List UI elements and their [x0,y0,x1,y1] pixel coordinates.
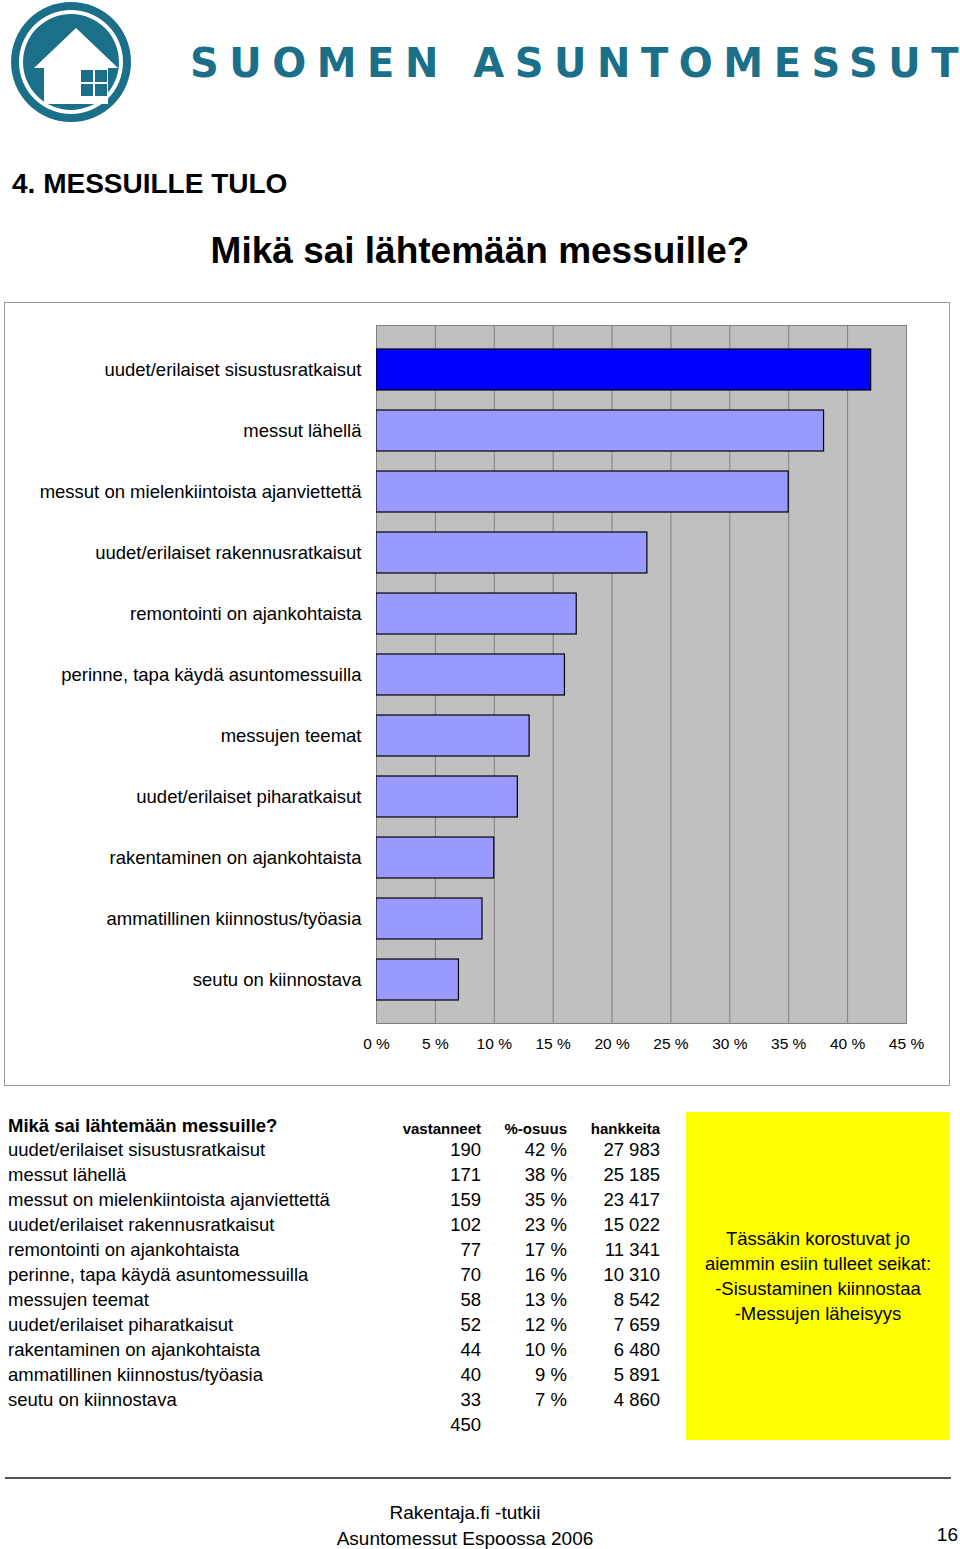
html-text:-Messujen läheisyys: -Messujen läheisyys [734,1303,902,1324]
html-text:10 %: 10 % [524,1338,567,1360]
html-text:ammatillinen kiinnostus/työasi: ammatillinen kiinnostus/työasia [8,1363,263,1385]
html-text:12 %: 12 % [524,1313,567,1335]
html-text:35 %: 35 % [524,1188,567,1210]
html-text:16 %: 16 % [524,1263,567,1285]
svg-text:rakentaminen on ajankohtaista: rakentaminen on ajankohtaista [110,847,363,868]
html-text:171: 171 [450,1163,481,1185]
html-text:Mikä sai lähtemään messuille?: Mikä sai lähtemään messuille? [8,1115,278,1136]
html-text:5 891: 5 891 [613,1363,660,1385]
svg-text:ammatillinen kiinnostus/työasi: ammatillinen kiinnostus/työasia [106,908,362,929]
html-text:70: 70 [460,1263,481,1285]
html-text:13 %: 13 % [524,1288,567,1310]
svg-text:20 %: 20 % [594,1035,630,1052]
html-text:40: 40 [460,1363,481,1385]
svg-text:seutu on kiinnostava: seutu on kiinnostava [193,969,362,990]
svg-text:25 %: 25 % [653,1035,689,1052]
html-text:7 659: 7 659 [613,1313,660,1335]
svg-text:remontointi on ajankohtaista: remontointi on ajankohtaista [130,603,362,624]
html-text:messujen teemat: messujen teemat [8,1288,149,1310]
svg-text:messut on mielenkiintoista aja: messut on mielenkiintoista ajanviettettä [40,481,363,502]
svg-text:40 %: 40 % [830,1035,866,1052]
html-text:%-osuus: %-osuus [504,1120,567,1137]
html-text:uudet/erilaiset sisustusratkai: uudet/erilaiset sisustusratkaisut [8,1138,266,1160]
html-text:58: 58 [460,1288,481,1310]
html-text:4 860: 4 860 [613,1388,660,1410]
html-text:52: 52 [460,1313,481,1335]
html-text:11 341: 11 341 [604,1238,660,1260]
html-text:23 %: 23 % [524,1213,567,1235]
html-text:7 %: 7 % [535,1388,567,1410]
html-text:Rakentaja.fi -tutkii: Rakentaja.fi -tutkii [389,1502,541,1523]
svg-text:0 %: 0 % [363,1035,390,1052]
html-text:remontointi on ajankohtaista: remontointi on ajankohtaista [8,1238,240,1260]
html-text:perinne, tapa käydä asuntomess: perinne, tapa käydä asuntomessuilla [8,1263,309,1285]
svg-text:35 %: 35 % [771,1035,807,1052]
html-text:Asuntomessut Espoossa 2006: Asuntomessut Espoossa 2006 [336,1528,594,1549]
html-text:hankkeita: hankkeita [590,1120,660,1137]
html-text:-Sisustaminen kiinnostaa: -Sisustaminen kiinnostaa [715,1278,921,1299]
svg-text:10 %: 10 % [477,1035,513,1052]
html-text:uudet/erilaiset piharatkaisut: uudet/erilaiset piharatkaisut [8,1313,234,1335]
html-text:17 %: 17 % [524,1238,567,1260]
html-text:messut on mielenkiintoista aja: messut on mielenkiintoista ajanviettettä [8,1188,330,1210]
html-text:33: 33 [460,1388,481,1410]
html-text:6 480: 6 480 [613,1338,660,1360]
html-text:450: 450 [450,1413,481,1435]
html-text:38 %: 38 % [524,1163,567,1185]
html-text:Mikä sai lähtemään messuille?: Mikä sai lähtemään messuille? [210,230,750,271]
html-text:vastanneet: vastanneet [402,1120,481,1137]
html-text:10 310: 10 310 [603,1263,660,1285]
svg-text:messujen teemat: messujen teemat [221,725,362,746]
svg-text:uudet/erilaiset rakennusratkai: uudet/erilaiset rakennusratkaisut [95,542,361,563]
html-text:190: 190 [450,1138,481,1160]
html-text:102: 102 [450,1213,481,1235]
svg-text:messut lähellä: messut lähellä [243,420,362,441]
html-text:16: 16 [936,1524,958,1545]
html-text:Tässäkin korostuvat jo aiemmin: Tässäkin korostuvat jo aiemmin esiin tul… [704,1228,932,1274]
html-text:44: 44 [460,1338,481,1360]
html-text:77: 77 [460,1238,481,1260]
html-text:25 185: 25 185 [603,1163,660,1185]
html-text:messut lähellä: messut lähellä [8,1163,127,1185]
html-text:42 %: 42 % [524,1138,567,1160]
svg-text:uudet/erilaiset piharatkaisut: uudet/erilaiset piharatkaisut [136,786,361,807]
html-text:159: 159 [450,1188,481,1210]
html-text:9 %: 9 % [535,1363,567,1385]
svg-text:15 %: 15 % [535,1035,571,1052]
html-text:seutu on kiinnostava: seutu on kiinnostava [8,1388,177,1410]
svg-text:perinne, tapa käydä asuntomess: perinne, tapa käydä asuntomessuilla [61,664,362,685]
html-text:4. MESSUILLE TULO: 4. MESSUILLE TULO [12,168,288,199]
html-text:rakentaminen on ajankohtaista: rakentaminen on ajankohtaista [8,1338,260,1360]
html-text:27 983: 27 983 [603,1138,660,1160]
html-text:23 417: 23 417 [603,1188,660,1210]
svg-text:5 %: 5 % [422,1035,449,1052]
html-text:uudet/erilaiset rakennusratkai: uudet/erilaiset rakennusratkaisut [8,1213,275,1235]
html-text:15 022: 15 022 [603,1213,660,1235]
svg-text:45 %: 45 % [889,1035,925,1052]
html-text:8 542: 8 542 [613,1288,660,1310]
svg-text:uudet/erilaiset sisustusratkai: uudet/erilaiset sisustusratkaisut [104,359,361,380]
svg-text:30 %: 30 % [712,1035,748,1052]
